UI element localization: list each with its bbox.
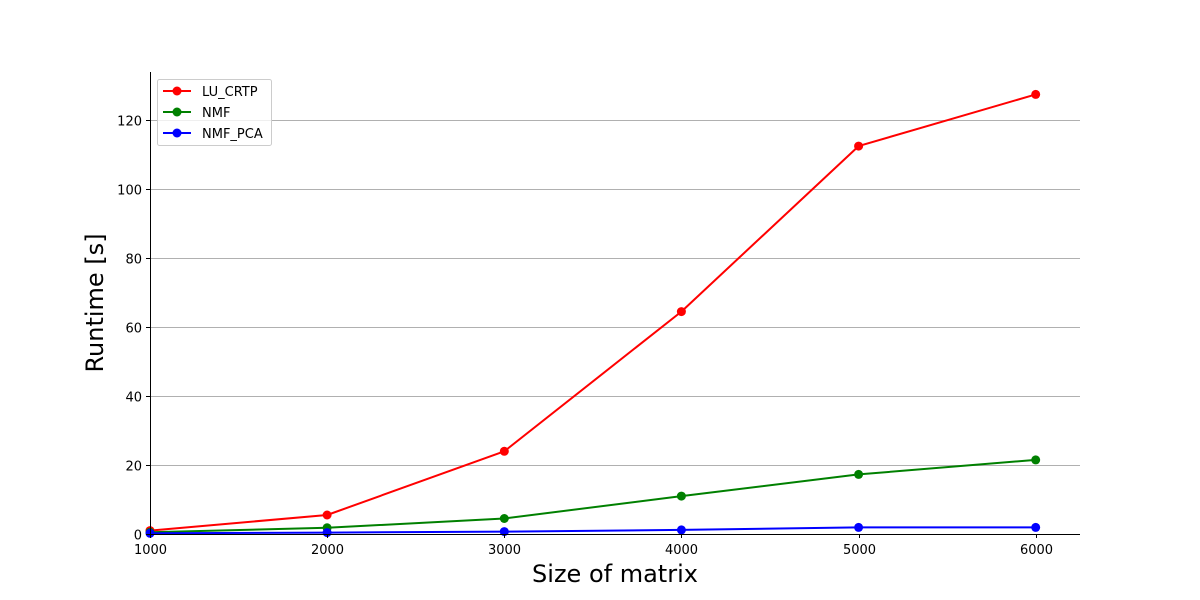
x-axis-title: Size of matrix — [532, 560, 698, 588]
y-tick-label: 0 — [134, 529, 142, 544]
legend-entry: LU_CRTP — [163, 85, 258, 100]
series-line — [149, 458, 1036, 534]
data-point — [676, 525, 686, 535]
y-tick-label: 40 — [125, 391, 142, 406]
y-tick-label: 80 — [125, 253, 142, 268]
data-point — [854, 469, 864, 479]
data-point — [499, 527, 509, 537]
x-tick-label: 2000 — [311, 543, 344, 558]
tick-labels: 0 20 40 60 80 100 120 1000 2000 3000 4000 5000 6000 — [117, 115, 1053, 559]
legend-label: LU_CRTP — [202, 85, 258, 100]
y-tick-label: 120 — [117, 115, 142, 130]
data-point — [322, 510, 332, 520]
axes — [150, 72, 1080, 535]
y-axis-title: Runtime [s] — [81, 233, 109, 372]
x-tick-label: 6000 — [1020, 543, 1053, 558]
x-tick-label: 3000 — [488, 543, 521, 558]
x-tick-label: 5000 — [843, 543, 876, 558]
legend-label: NMF — [202, 106, 230, 121]
series-nmf-pca — [145, 522, 1041, 538]
data-point — [1031, 89, 1041, 99]
series-nmf — [145, 455, 1041, 537]
legend-box — [157, 79, 272, 146]
data-point — [854, 522, 864, 532]
data-point — [499, 514, 509, 523]
data-point — [676, 491, 686, 501]
series-layer — [145, 89, 1041, 538]
legend-swatch-marker — [172, 128, 182, 138]
x-tick-label: 4000 — [665, 543, 698, 558]
y-tick-label: 100 — [117, 184, 142, 199]
legend: LU_CRTP NMF NMF_PCA — [157, 79, 272, 146]
series-line — [149, 526, 1036, 535]
y-tick-label: 20 — [125, 460, 142, 475]
legend-swatch-marker — [172, 107, 182, 117]
data-point — [854, 141, 864, 151]
legend-entry: NMF — [163, 106, 230, 121]
data-point — [1031, 455, 1041, 465]
x-tick-label: 1000 — [134, 543, 167, 558]
legend-entry: NMF_PCA — [163, 127, 263, 142]
grid-lines — [150, 120, 1080, 466]
y-tick-label: 60 — [125, 322, 142, 337]
legend-swatch-marker — [172, 86, 182, 96]
data-point — [1031, 522, 1041, 532]
series-line — [149, 93, 1036, 532]
data-point — [676, 307, 686, 317]
data-point — [499, 446, 509, 456]
legend-label: NMF_PCA — [202, 127, 263, 142]
series-lu-crtp — [145, 89, 1041, 536]
